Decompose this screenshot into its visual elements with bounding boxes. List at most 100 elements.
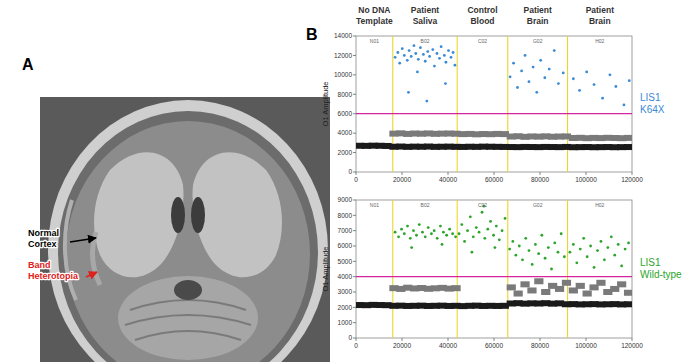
y-tick [353, 307, 356, 308]
droplet [575, 261, 578, 264]
droplet [486, 228, 489, 231]
chart-title-line: LIS1 [640, 257, 661, 268]
y-tick [353, 74, 356, 75]
droplet [475, 226, 478, 229]
y-tick-label: 1000 [338, 319, 353, 326]
droplet-band [507, 284, 516, 290]
droplet [413, 44, 416, 47]
droplet [481, 211, 484, 214]
droplet [419, 46, 422, 49]
cortex [66, 121, 310, 362]
droplet [441, 243, 444, 246]
well-header: Control [467, 5, 497, 15]
series [356, 143, 632, 151]
droplet [492, 234, 495, 237]
droplet [439, 225, 442, 228]
well-separator [567, 200, 568, 338]
droplet [512, 62, 515, 65]
droplet [521, 258, 524, 261]
droplet [537, 252, 540, 255]
y-tick [353, 200, 356, 201]
x-tick-label: 120000 [621, 176, 643, 183]
y-tick-label: 6000 [338, 242, 353, 249]
x-tick [356, 172, 357, 175]
x-tick [632, 172, 633, 175]
droplet [593, 83, 596, 86]
droplet [421, 231, 424, 234]
x-tick [448, 172, 449, 175]
droplet [428, 55, 431, 58]
droplet [442, 231, 445, 234]
droplet [539, 59, 542, 62]
droplet-band [534, 278, 543, 284]
well-code: N01 [370, 202, 379, 208]
droplet [403, 54, 406, 57]
well-separator [507, 200, 508, 338]
x-tick-label: 120000 [621, 342, 643, 349]
series [389, 130, 632, 141]
droplet [553, 242, 556, 245]
droplet [408, 49, 411, 52]
x-tick-label: 0 [354, 342, 358, 349]
y-tick-label: 9000 [338, 196, 353, 203]
well-code: C02 [478, 38, 487, 44]
droplet-band [576, 283, 585, 289]
ventricle-left [171, 197, 185, 233]
droplet [514, 254, 517, 257]
droplet [498, 238, 501, 241]
droplet [454, 64, 457, 67]
droplet [433, 65, 436, 68]
y-tick [353, 276, 356, 277]
well-code: H02 [595, 202, 604, 208]
y-tick [353, 292, 356, 293]
x-tick-label: 0 [354, 176, 358, 183]
well-header: Patient [411, 5, 440, 15]
droplet [509, 75, 512, 78]
well-header: Template [356, 16, 393, 26]
droplet [489, 220, 492, 223]
droplet [415, 234, 418, 237]
panel-label: B [306, 26, 318, 43]
ventricle-right [191, 197, 205, 233]
droplet [596, 249, 599, 252]
chart-title-line: K64X [640, 104, 665, 115]
droplet [396, 51, 399, 54]
well-code: G02 [533, 202, 543, 208]
droplet [469, 215, 472, 218]
droplet [394, 56, 397, 59]
droplet [563, 255, 566, 258]
droplet [579, 248, 582, 251]
well-code: C02 [478, 202, 487, 208]
x-tick [586, 172, 587, 175]
y-tick [353, 215, 356, 216]
y-tick [353, 152, 356, 153]
droplet-band [624, 301, 632, 307]
droplet [448, 228, 451, 231]
y-tick [353, 172, 356, 173]
droplet [424, 235, 427, 238]
droplet-band [583, 291, 592, 297]
droplet [410, 55, 413, 58]
droplet [430, 232, 433, 235]
y-tick [353, 36, 356, 37]
droplet [410, 246, 413, 249]
droplet-band [624, 144, 632, 150]
droplet [548, 68, 551, 71]
well-header: Brain [589, 16, 611, 26]
droplet [534, 243, 537, 246]
white-matter-left [94, 152, 183, 277]
y-tick [353, 113, 356, 114]
x-tick-label: 60000 [485, 342, 503, 349]
x-tick [448, 338, 449, 341]
y-tick-label: 0 [348, 334, 352, 341]
x-tick-label: 100000 [575, 176, 597, 183]
annotation-text: Band [28, 260, 51, 270]
well-header: Patient [524, 5, 553, 15]
well-code: N01 [370, 38, 379, 44]
x-tick [586, 338, 587, 341]
cerebellar-folia [125, 300, 251, 340]
well-separator [567, 36, 568, 172]
y-axis-label: O1 Amplitude [321, 246, 330, 291]
x-tick-label: 40000 [439, 176, 457, 183]
well-separator [457, 200, 458, 338]
